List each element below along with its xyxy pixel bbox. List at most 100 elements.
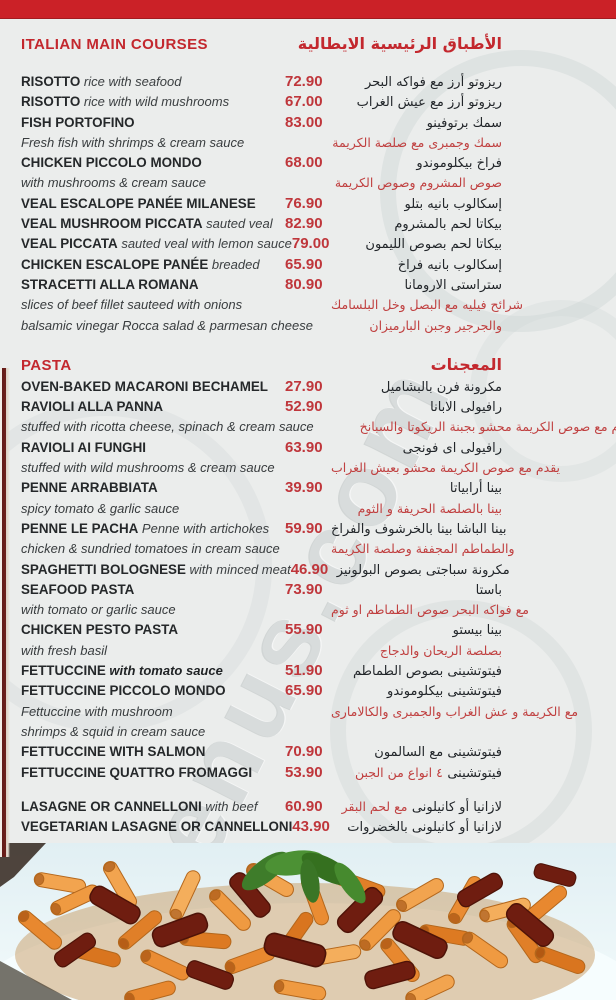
item-price: 65.90 [285, 255, 323, 273]
arabic-name: فيتوتشينى بيكلوموندو [387, 684, 502, 700]
item-name: SEAFOOD PASTA [21, 581, 135, 597]
item-name: SPAGHETTI BOLOGNESE [21, 561, 186, 577]
item-english: Fresh fish with shrimps & cream sauce [21, 133, 285, 153]
item-english: FETTUCCINE PICCOLO MONDO [21, 681, 285, 701]
item-price: 82.90 [285, 215, 323, 233]
item-name: LASAGNE OR CANNELLONI [21, 798, 202, 814]
menu-item-row: RAVIOLI AI FUNGHI 63.90 رافيولى اى فونجى [21, 438, 502, 458]
item-note: rice with seafood [80, 74, 182, 89]
item-english: chicken & sundried tomatoes in cream sau… [21, 539, 285, 559]
arabic-name: مكرونة فرن بالبشاميل [380, 379, 502, 395]
item-arabic: سمك برتوفينو [331, 113, 502, 134]
item-arabic: يقدم مع صوص الكريمة محشو بعيش الغراب [331, 458, 560, 478]
item-name: CHICKEN ESCALOPE PANÉE [21, 256, 209, 272]
item-price: 46.90 [290, 560, 329, 578]
item-arabic: فيتوتشينى ٤ انواع من الجبن [331, 763, 502, 784]
arabic-note: مع الكريمة و عش الغراب والجمبرى والكالام… [331, 703, 579, 719]
item-english: VEAL ESCALOPE PANÉE MILANESE [21, 194, 285, 214]
menu-desc-row: with tomato or garlic sauce مع فواكه البح… [21, 600, 529, 620]
item-description: Fettuccine with mushroom [21, 703, 173, 719]
row-gap [21, 783, 502, 797]
item-arabic: بينا بالصلصة الحريفة و الثوم [331, 499, 502, 519]
item-arabic: فيتوتشينى مع السالمون [331, 742, 502, 763]
item-english: slices of beef fillet sauteed with onion… [21, 295, 285, 315]
item-arabic: فيتوتشينى بصوص الطماطم [331, 661, 502, 682]
item-price: 39.90 [285, 479, 323, 497]
item-price: 67.00 [285, 93, 323, 111]
item-arabic: إسكالوب بانيه فراخ [331, 255, 502, 276]
menu-desc-row: Fettuccine with mushroom مع الكريمة و عش … [21, 702, 578, 722]
item-arabic: مكرونة فرن بالبشاميل [331, 377, 502, 398]
menu-desc-row: chicken & sundried tomatoes in cream sau… [21, 539, 515, 559]
item-note: sauted veal [202, 216, 273, 232]
item-name: RAVIOLI ALLA PANNA [21, 399, 164, 415]
section-header: ITALIAN MAIN COURSES الأطباق الرئيسية الا… [21, 34, 502, 54]
item-name: STRACETTI ALLA ROMANA [21, 276, 199, 292]
arabic-note: يقدم مع صوص الكريمة محشو بعيش الغراب [331, 460, 561, 476]
menu-item-row: PENNE LE PACHA Penne with artichokes 59.9… [21, 519, 506, 539]
item-description: Fresh fish with shrimps & cream sauce [21, 134, 245, 150]
menu-desc-row: with fresh basil بصلصة الريحان والدجاج [21, 641, 502, 661]
item-price: 52.90 [285, 398, 323, 416]
item-arabic: بينا أرابياتا [331, 478, 502, 499]
menu-item-row: SEAFOOD PASTA 73.90 باستا [21, 580, 502, 600]
menu-desc-row: stuffed with ricotta cheese, spinach & c… [21, 417, 616, 437]
arabic-name: بيكاتا لحم بالمشروم [394, 217, 502, 233]
menu-item-row: OVEN-BAKED MACARONI BECHAMEL 27.90 مكرونة … [21, 377, 502, 397]
item-price: 79.00 [291, 235, 330, 253]
menu-section: ITALIAN MAIN COURSES الأطباق الرئيسية الا… [21, 34, 523, 336]
item-english: CHICKEN PICCOLO MONDO [21, 153, 285, 173]
item-english: RAVIOLI ALLA PANNA [21, 397, 285, 417]
menu-item-row: FETTUCCINE PICCOLO MONDO 65.90 فيتوتشينى ب… [21, 681, 502, 701]
section-title-en: ITALIAN MAIN COURSES [21, 36, 208, 53]
arabic-name: ستراستى الارومانا [404, 277, 502, 293]
menu-item-row: CHICKEN PESTO PASTA 55.90 بينا بيستو [21, 620, 502, 640]
item-name: FETTUCCINE QUATTRO FROMAGGI [21, 764, 253, 780]
menu-item-row: RAVIOLI ALLA PANNA 52.90 رافيولى الابانا [21, 397, 502, 417]
arabic-name: باستا [475, 582, 502, 598]
section-title-ar: الأطباق الرئيسية الايطالية [297, 34, 502, 53]
item-name: FETTUCCINE WITH SALMON [21, 744, 206, 760]
arabic-note: بصلصة الريحان والدجاج [379, 642, 502, 658]
item-arabic: باستا [331, 580, 502, 601]
arabic-name: لازانيا أو كانيلونى بالخضروات [347, 820, 502, 836]
menu-item-row: PENNE ARRABBIATA 39.90 بينا أرابياتا [21, 478, 502, 498]
menu-content: ITALIAN MAIN COURSES الأطباق الرئيسية الا… [21, 18, 616, 837]
item-description: with fresh basil [21, 642, 107, 658]
item-english: FETTUCCINE with tomato sauce [21, 661, 285, 681]
item-english: with mushrooms & cream sauce [21, 173, 285, 193]
page-edge-strip [0, 368, 10, 857]
menu-item-row: FETTUCCINE with tomato sauce 51.90 فيتوتشي… [21, 661, 502, 681]
item-english: SPAGHETTI BOLOGNESE with minced meat [21, 560, 291, 580]
item-price: 80.90 [285, 275, 323, 293]
arabic-name: مكرونة سباجتى بصوص البولونيز [336, 562, 510, 578]
item-arabic: بينا الباشا بينا بالخرشوف والفراخ [331, 519, 506, 540]
item-english: stuffed with wild mushrooms & cream sauc… [21, 458, 285, 478]
arabic-note: ٤ انواع من الجبن [355, 764, 443, 780]
section-title-en: PASTA [21, 356, 72, 374]
arabic-note: صوص المشروم وصوص الكريمة [334, 175, 502, 191]
arabic-note: والطماطم المجففة وصلصة الكريمة [331, 541, 515, 557]
section-title-ar: المعجنات [430, 354, 502, 374]
menu-desc-row: slices of beef fillet sauteed with onion… [21, 295, 523, 315]
item-english: LASAGNE OR CANNELLONI with beef [21, 797, 285, 817]
arabic-note: مع لحم البقر [341, 798, 408, 814]
item-name: RISOTTO [21, 94, 81, 110]
arabic-name: إسكالوب بانيه بتلو [404, 196, 502, 212]
item-arabic: شرائح فيليه مع البصل وخل البلسامك [331, 295, 523, 315]
item-english: FETTUCCINE WITH SALMON [21, 742, 285, 762]
item-arabic: بينا بيستو [331, 620, 502, 641]
item-english: CHICKEN PESTO PASTA [21, 620, 285, 640]
section-header: PASTA المعجنات [21, 355, 502, 375]
item-arabic: والطماطم المجففة وصلصة الكريمة [331, 539, 515, 559]
item-english: RISOTTO rice with seafood [21, 72, 285, 92]
menu-item-row: RISOTTO rice with seafood 72.90 ريزوتو أرز… [21, 72, 502, 92]
item-arabic: مع فواكه البحر صوص الطماطم او ثوم [331, 600, 529, 620]
menu-item-row: VEAL ESCALOPE PANÉE MILANESE 76.90 إسكالوب… [21, 194, 502, 214]
arabic-name: بينا الباشا بينا بالخرشوف والفراخ [331, 521, 507, 537]
menu-desc-row: with mushrooms & cream sauce صوص المشروم … [21, 173, 502, 193]
item-english: balsamic vinegar Rocca salad & parmesan … [21, 316, 313, 336]
item-english: stuffed with ricotta cheese, spinach & c… [21, 417, 314, 437]
item-price: 59.90 [285, 519, 323, 537]
